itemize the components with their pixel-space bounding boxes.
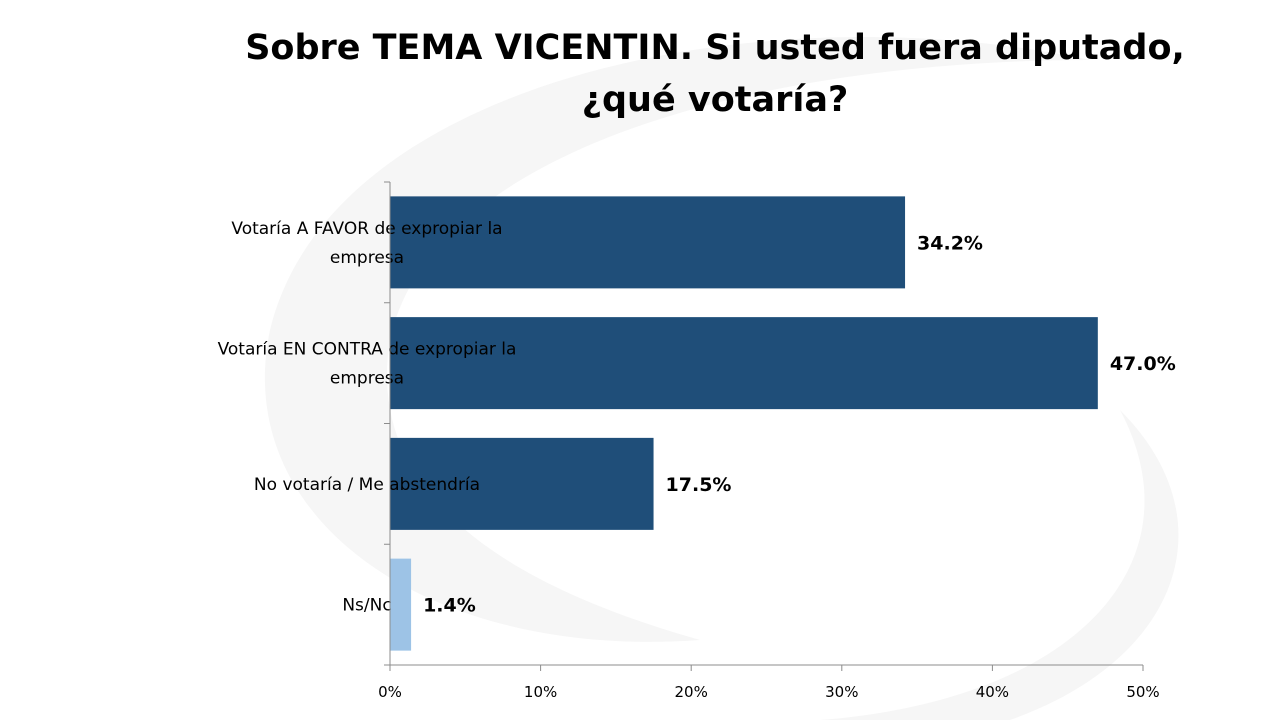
category-label: Votaría EN CONTRA de expropiar la bbox=[218, 340, 517, 360]
chart-title-line-2: ¿qué votaría? bbox=[581, 80, 849, 120]
chart-title-line-1: Sobre TEMA VICENTIN. Si usted fuera dipu… bbox=[245, 28, 1185, 68]
bar bbox=[390, 558, 412, 651]
x-tick-label: 20% bbox=[675, 683, 708, 701]
category-label: No votaría / Me abstendría bbox=[254, 475, 480, 495]
category-label: empresa bbox=[330, 369, 404, 389]
bar-value-label: 17.5% bbox=[666, 474, 732, 496]
chart-title: Sobre TEMA VICENTIN. Si usted fuera dipu… bbox=[240, 22, 1190, 126]
x-tick-label: 0% bbox=[378, 683, 402, 701]
x-tick-label: 50% bbox=[1126, 683, 1159, 701]
category-label: Ns/Nc bbox=[342, 596, 391, 616]
category-label: empresa bbox=[330, 248, 404, 268]
bar bbox=[390, 317, 1098, 410]
x-tick-label: 10% bbox=[524, 683, 557, 701]
x-tick-label: 30% bbox=[825, 683, 858, 701]
bar-value-label: 47.0% bbox=[1110, 353, 1176, 375]
bar-value-label: 1.4% bbox=[423, 595, 476, 617]
bar-value-label: 34.2% bbox=[917, 232, 983, 254]
category-label: Votaría A FAVOR de expropiar la bbox=[231, 219, 502, 239]
bar bbox=[390, 437, 654, 530]
x-tick-label: 40% bbox=[976, 683, 1009, 701]
bar bbox=[390, 196, 906, 289]
